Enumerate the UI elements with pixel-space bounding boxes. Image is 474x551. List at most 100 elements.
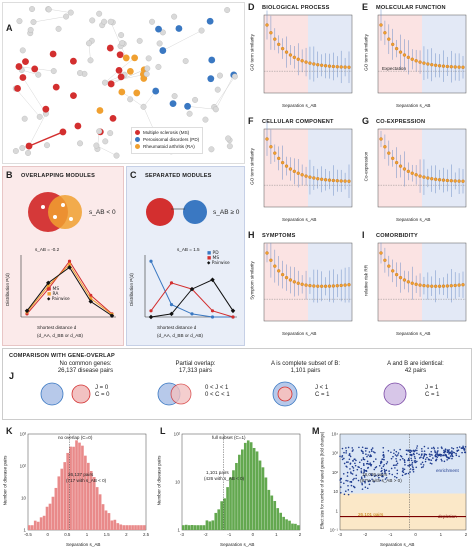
histogram-bar — [205, 520, 209, 530]
histogram-bar — [95, 487, 99, 530]
data-point — [430, 284, 434, 288]
panel-b-ylabel: Distribution P(d) — [4, 273, 10, 306]
data-point — [269, 258, 273, 262]
x-tick-label: 2.5 — [143, 532, 150, 537]
panel-k-legend: no overlap (C=0) — [58, 435, 93, 440]
scatter-point — [407, 457, 410, 460]
negative-region — [378, 243, 422, 321]
scatter-point — [352, 469, 355, 472]
j-c1: 0 < J < 1 — [205, 385, 229, 391]
scatter-point — [346, 471, 349, 474]
scatter-point — [364, 447, 367, 450]
network-node — [106, 44, 114, 52]
panel-l-legend: full subset (C=1) — [212, 435, 246, 440]
panel-l: L -3 -2 -1 0 1 2 1 10 10² full subset (C=1) 1,10… — [156, 422, 306, 550]
data-point — [288, 167, 293, 171]
scatter-point — [411, 465, 414, 467]
histogram-bar — [243, 442, 247, 530]
panel-c-condition: s_AB ≥ 0 — [213, 209, 240, 216]
network-edge — [28, 131, 64, 147]
scatter-point — [361, 477, 363, 480]
scatter-point — [345, 450, 348, 452]
scatter-point — [363, 464, 365, 467]
histogram-bar — [214, 512, 218, 530]
panel-f: F Cellular Component Separation s_AB GO te… — [248, 116, 358, 228]
data-point — [398, 50, 403, 54]
scatter-point — [412, 468, 414, 471]
network-edge — [33, 16, 67, 23]
scatter-point — [418, 457, 421, 459]
scatter-point — [362, 458, 365, 461]
scatter-point — [354, 458, 356, 460]
scatter-point — [424, 458, 427, 461]
scatter-point — [358, 466, 360, 469]
scatter-point — [339, 486, 342, 488]
histogram-bar — [211, 520, 215, 530]
data-point — [148, 314, 154, 320]
data-point — [277, 269, 281, 273]
scatter-point — [448, 452, 451, 454]
x-tick-label: 0 — [414, 532, 417, 537]
j-c1: J = 0 — [95, 385, 109, 391]
data-point — [89, 296, 93, 300]
scatter-point — [377, 474, 380, 477]
j-line2: 1,101 pairs — [290, 368, 321, 374]
scatter-point — [403, 459, 406, 462]
scatter-point — [367, 466, 370, 469]
panel-c-graphic — [144, 198, 237, 320]
panel-l-note1: 1,101 pairs — [206, 470, 229, 475]
data-point — [418, 60, 422, 64]
scatter-point — [341, 458, 344, 461]
histogram-bar — [89, 470, 93, 530]
scatter-point — [364, 486, 367, 489]
scatter-point — [366, 447, 368, 450]
legend-item-label: RA — [52, 292, 59, 297]
panel-b-graphic — [20, 192, 116, 319]
legend-item-label: MS — [212, 256, 220, 261]
histogram-bar — [208, 521, 212, 530]
data-point — [320, 177, 324, 181]
scatter-point — [413, 455, 416, 458]
network-node — [31, 65, 39, 73]
scatter-point — [441, 447, 443, 450]
scatter-point — [351, 447, 354, 449]
ms-dot-icon — [135, 130, 140, 135]
j-line1: A and B are identical: — [387, 361, 444, 367]
scatter-point — [375, 474, 377, 477]
scatter-point — [397, 452, 400, 454]
network-node — [27, 26, 34, 33]
scatter-point — [390, 467, 393, 470]
scatter-point — [346, 480, 349, 482]
scatter-point — [437, 447, 439, 449]
positive-region — [422, 243, 466, 321]
network-node — [19, 74, 27, 81]
network-node — [107, 80, 115, 88]
scatter-point — [414, 461, 417, 464]
network-node — [159, 47, 167, 54]
scatter-point — [383, 455, 385, 457]
scatter-point — [434, 454, 437, 457]
network-edge — [162, 30, 202, 51]
scatter-point — [411, 463, 413, 465]
scatter-point — [382, 446, 385, 449]
data-point — [327, 64, 332, 68]
data-point — [210, 277, 215, 283]
scatter-point — [363, 474, 366, 477]
data-point — [410, 57, 414, 61]
scatter-point — [416, 445, 419, 447]
panel-k-note1: 26,137 pairs — [68, 472, 94, 477]
data-point — [391, 42, 395, 47]
scatter-point — [385, 476, 388, 479]
panel-k-letter: K — [6, 426, 13, 436]
scatter-point — [456, 446, 459, 449]
panel-letter: H — [248, 230, 255, 240]
scatter-point — [423, 445, 426, 448]
histogram-bar — [30, 525, 34, 530]
scatter-point — [373, 475, 376, 477]
histogram-bar — [33, 520, 37, 530]
network-node — [101, 79, 108, 86]
data-point — [445, 178, 450, 183]
panel-letter: E — [362, 2, 369, 12]
x-tick-label: 2 — [299, 532, 302, 537]
panel-title: Co-Expression — [376, 119, 426, 125]
